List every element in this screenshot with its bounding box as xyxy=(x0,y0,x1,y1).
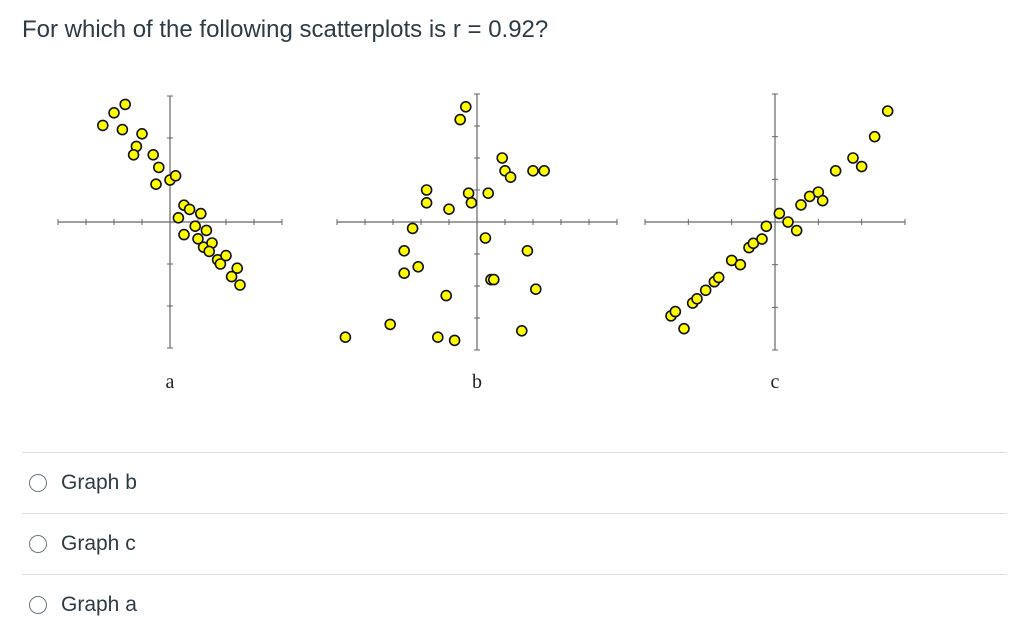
scatter-point xyxy=(504,171,517,183)
scatter-point xyxy=(479,232,492,244)
scatter-point xyxy=(178,228,190,241)
scatter-point xyxy=(678,322,690,335)
scatter-point xyxy=(200,224,213,237)
scatter-point xyxy=(195,207,207,220)
scatterplot-c: c xyxy=(644,93,906,393)
scatter-point xyxy=(153,161,165,174)
scatter-point xyxy=(440,289,453,302)
scatter-point xyxy=(529,283,542,295)
plot-label: c xyxy=(771,371,780,393)
question-text: For which of the following scatterplots … xyxy=(22,16,549,43)
scatter-point xyxy=(398,245,411,257)
scatter-point xyxy=(431,331,444,344)
scatter-point xyxy=(734,258,747,271)
scatter-point xyxy=(482,187,495,199)
scatter-point xyxy=(192,233,204,245)
scatter-point xyxy=(773,207,786,220)
scatter-point xyxy=(189,220,201,232)
scatter-point xyxy=(462,187,475,199)
scatter-point xyxy=(147,149,159,161)
scatter-point xyxy=(669,305,682,318)
scatter-point xyxy=(699,284,712,297)
scatter-point xyxy=(756,233,768,245)
answer-label: Graph c xyxy=(61,532,136,555)
scatter-point xyxy=(691,293,703,305)
answer-label: Graph a xyxy=(61,593,137,616)
scatter-point xyxy=(795,199,807,211)
scatter-point xyxy=(829,165,842,177)
scatter-point xyxy=(527,165,539,177)
scatter-point xyxy=(465,197,478,209)
plot-label: b xyxy=(472,371,482,393)
scatter-point xyxy=(172,212,185,224)
scatter-point xyxy=(169,170,182,182)
scatter-point xyxy=(420,184,433,196)
scatter-point xyxy=(97,119,109,132)
scatter-point xyxy=(136,127,148,140)
scatter-point xyxy=(183,203,196,216)
scatter-point xyxy=(515,324,528,337)
scatter-point xyxy=(384,318,397,331)
scatter-point xyxy=(339,331,352,344)
scatter-point xyxy=(214,258,227,270)
scatterplot-a: a xyxy=(57,95,283,393)
scatter-point xyxy=(847,152,859,164)
answer-option-graph-c[interactable]: Graph c xyxy=(22,513,1007,574)
scatter-point xyxy=(448,334,461,347)
scatter-point xyxy=(454,113,467,126)
scatterplot-b: b xyxy=(336,93,618,393)
scatter-point xyxy=(220,249,232,262)
answer-label: Graph b xyxy=(61,471,137,494)
scatter-point xyxy=(868,130,881,143)
scatter-point xyxy=(760,220,773,233)
answer-option-graph-b[interactable]: Graph b xyxy=(22,452,1007,513)
scatter-point xyxy=(406,222,419,235)
scatter-point xyxy=(420,197,433,209)
answer-option-graph-a[interactable]: Graph a xyxy=(22,574,1007,635)
scatter-point xyxy=(231,262,243,274)
scatter-point xyxy=(398,267,411,279)
scatter-point xyxy=(459,100,472,113)
scatterplots-figure: a b c xyxy=(57,93,906,393)
scatter-point xyxy=(234,279,246,291)
scatter-point xyxy=(855,160,868,173)
scatter-point xyxy=(108,106,120,119)
answer-list: Graph b Graph c Graph a xyxy=(22,452,1007,635)
scatter-point xyxy=(496,152,509,164)
radio-button[interactable] xyxy=(29,596,47,614)
scatter-point xyxy=(116,123,129,136)
scatter-point xyxy=(790,224,803,237)
scatter-point xyxy=(712,271,725,284)
radio-button[interactable] xyxy=(29,535,47,553)
scatter-point xyxy=(487,273,500,286)
plot-label: a xyxy=(166,371,175,393)
scatter-point xyxy=(443,203,455,215)
scatter-point xyxy=(521,245,534,257)
scatter-point xyxy=(538,165,551,177)
scatter-point xyxy=(412,261,425,273)
radio-button[interactable] xyxy=(29,474,47,492)
scatter-point xyxy=(127,149,140,161)
scatter-point xyxy=(782,216,794,228)
scatter-point xyxy=(150,178,162,190)
scatter-point xyxy=(225,270,238,283)
scatter-point xyxy=(881,105,894,117)
scatter-point xyxy=(119,98,131,111)
scatter-point xyxy=(816,194,829,207)
scatter-point xyxy=(203,245,215,258)
